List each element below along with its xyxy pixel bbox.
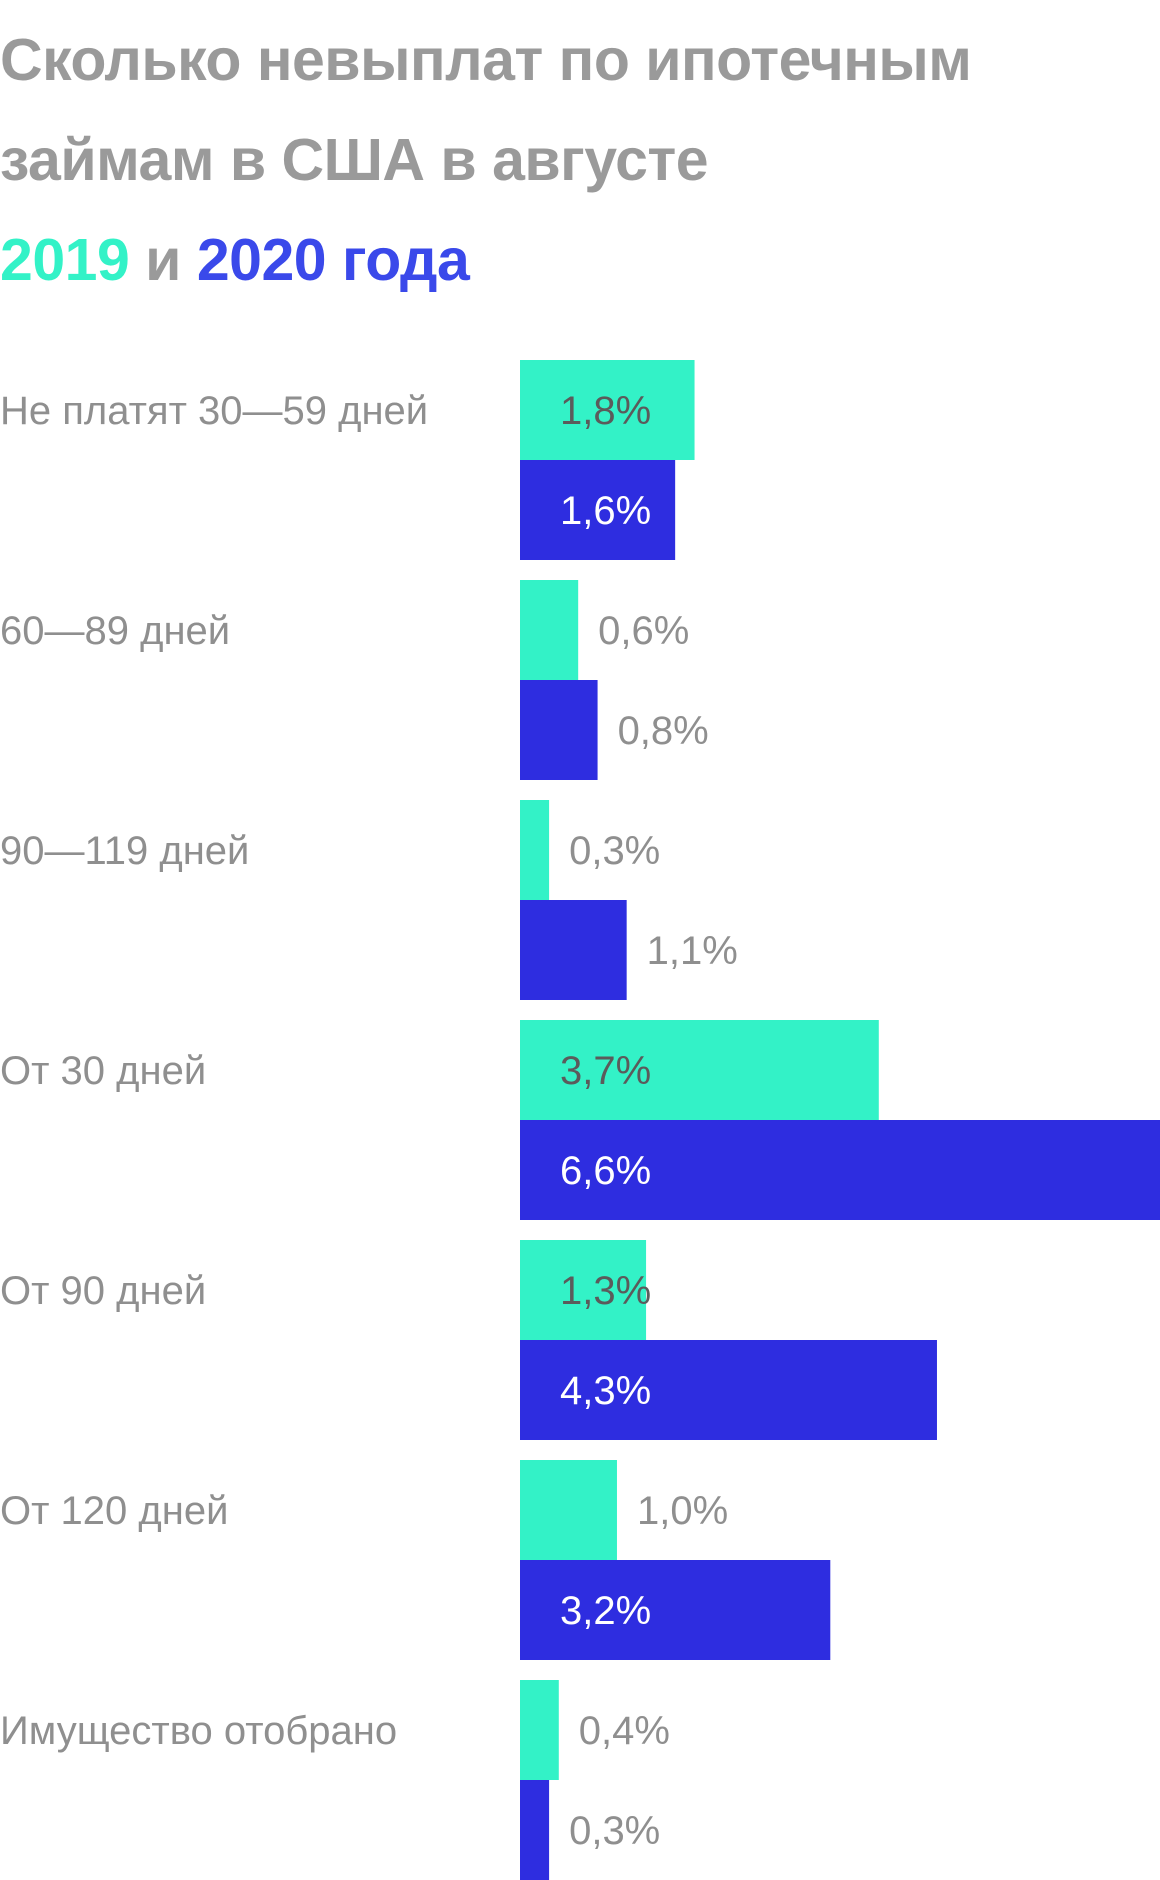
bar-2019 <box>520 360 695 460</box>
category-label: От 30 дней <box>0 1049 206 1093</box>
title-year-2019: 2019 <box>0 227 130 293</box>
data-label-2020: 1,1% <box>647 929 738 973</box>
category-label: Имущество отобрано <box>0 1709 397 1753</box>
bar-2020 <box>520 1120 1160 1220</box>
data-label-2020: 4,3% <box>560 1369 651 1413</box>
data-label-2019: 0,3% <box>569 829 660 873</box>
bar-2020 <box>520 1780 550 1880</box>
data-label-2020: 0,3% <box>569 1809 660 1853</box>
bar-2019 <box>520 1680 559 1780</box>
bar-2019 <box>520 800 550 900</box>
data-label-2019: 3,7% <box>560 1049 651 1093</box>
data-label-2020: 6,6% <box>560 1149 651 1193</box>
bar-2020 <box>520 1340 937 1440</box>
chart-title: Сколько невыплат по ипотечным займам в С… <box>0 10 1140 310</box>
category-label: От 90 дней <box>0 1269 206 1313</box>
data-label-2019: 1,8% <box>560 389 651 433</box>
data-label-2020: 1,6% <box>560 489 651 533</box>
bar-2019 <box>520 1240 647 1340</box>
category-label: Не платят 30—59 дней <box>0 389 428 433</box>
bar-2020 <box>520 460 676 560</box>
bar-2019 <box>520 1020 879 1120</box>
data-label-2019: 1,0% <box>637 1489 728 1533</box>
data-label-2019: 0,6% <box>598 609 689 653</box>
data-label-2020: 0,8% <box>618 709 709 753</box>
bar-2019 <box>520 1460 617 1560</box>
data-label-2019: 0,4% <box>579 1709 670 1753</box>
data-label-2019: 1,3% <box>560 1269 651 1313</box>
data-label-2020: 3,2% <box>560 1589 651 1633</box>
bar-2020 <box>520 900 627 1000</box>
title-year-2020: 2020 года <box>196 227 470 293</box>
category-label: От 120 дней <box>0 1489 228 1533</box>
bar-2019 <box>520 580 579 680</box>
title-conjunction: и <box>129 227 197 293</box>
title-line-1: Сколько невыплат по ипотечным <box>0 27 972 93</box>
category-label: 90—119 дней <box>0 829 249 873</box>
title-line-2: займам в США в августе <box>0 127 709 193</box>
bar-2020 <box>520 1560 831 1660</box>
bar-2020 <box>520 680 598 780</box>
category-label: 60—89 дней <box>0 609 230 653</box>
